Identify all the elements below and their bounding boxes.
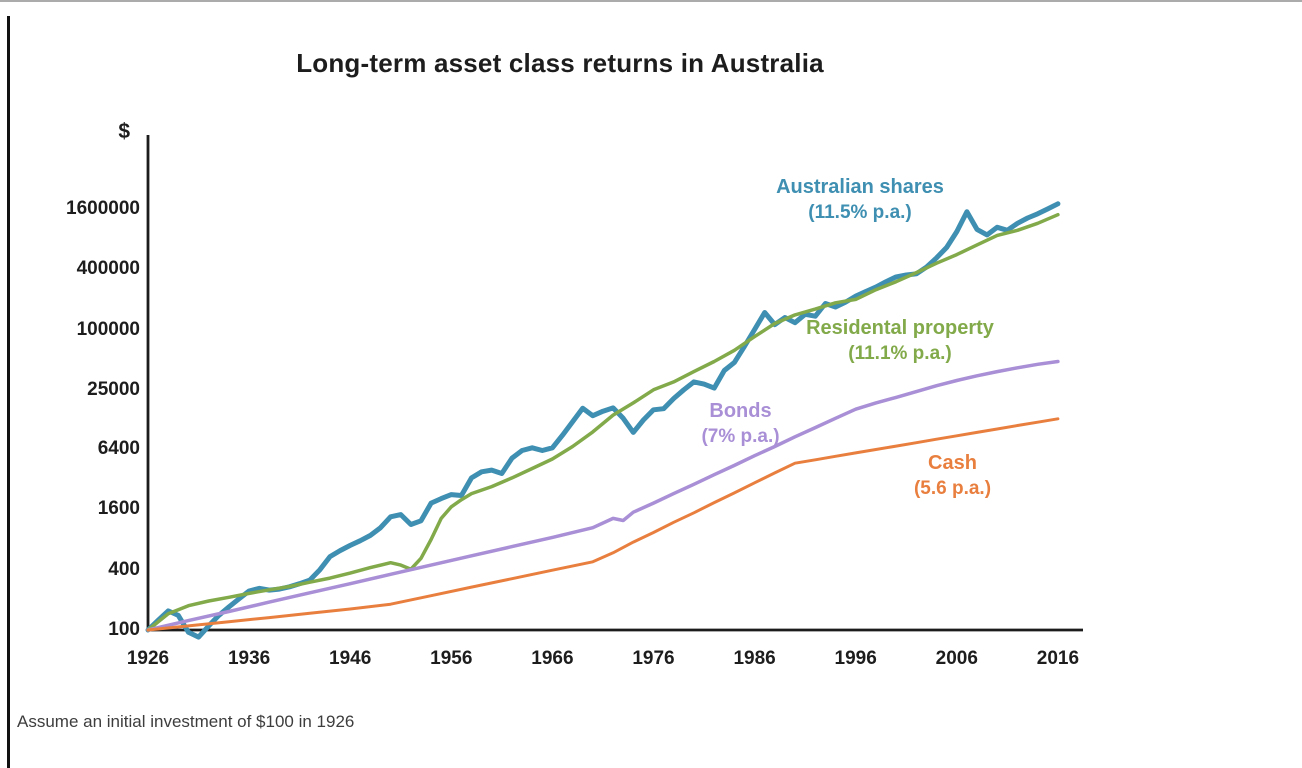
y-tick-label: 1600 [97,498,140,520]
legend-cash: Cash (5.6 p.a.) [870,451,1035,501]
legend-cash-rate: (5.6 p.a.) [913,478,992,499]
page-left-rule [7,16,10,768]
x-tick-label: 1926 [126,648,170,669]
series-line-residential-property [146,212,1060,632]
x-tick-label: 1956 [430,648,473,669]
legend-australian-shares-name: Australian shares [776,176,944,198]
x-tick-label: 2016 [1036,648,1080,669]
legend-bonds: Bonds (7% p.a.) [658,399,823,449]
x-tick-label: 1936 [227,648,271,669]
x-tick-label: 1966 [531,648,574,669]
x-tick-label: 1986 [733,648,776,669]
y-tick-label: 100 [108,619,140,640]
legend-residential-property-rate: (11.1% p.a.) [848,343,952,364]
y-tick-label: 25000 [87,378,140,400]
legend-residential-property-name: Residental property [806,317,994,339]
legend-cash-name: Cash [928,452,977,474]
legend-australian-shares: Australian shares (11.5% p.a.) [735,175,985,225]
legend-bonds-name: Bonds [709,400,772,422]
axis-lines [146,135,1083,632]
y-tick-label: 100000 [76,318,140,340]
x-tick-label: 1946 [329,648,372,669]
series-line-cash [146,417,1060,632]
y-axis-unit-label: $ [118,120,130,143]
x-tick-label: 1996 [834,648,877,669]
y-tick-label: 400000 [76,258,140,280]
chart-footnote: Assume an initial investment of $100 in … [17,712,355,731]
x-tick-label: 1976 [632,648,675,669]
legend-residential-property: Residental property (11.1% p.a.) [775,316,1025,366]
legend-bonds-rate: (7% p.a.) [701,426,780,447]
page-top-border [0,0,1302,2]
x-tick-label: 2006 [935,648,978,669]
y-tick-label: 1600000 [66,197,140,219]
y-tick-label: 400 [108,558,140,580]
legend-australian-shares-rate: (11.5% p.a.) [808,202,912,223]
y-tick-label: 6400 [97,438,140,460]
series-line-bonds [146,359,1060,632]
chart-title: Long-term asset class returns in Austral… [296,48,824,78]
